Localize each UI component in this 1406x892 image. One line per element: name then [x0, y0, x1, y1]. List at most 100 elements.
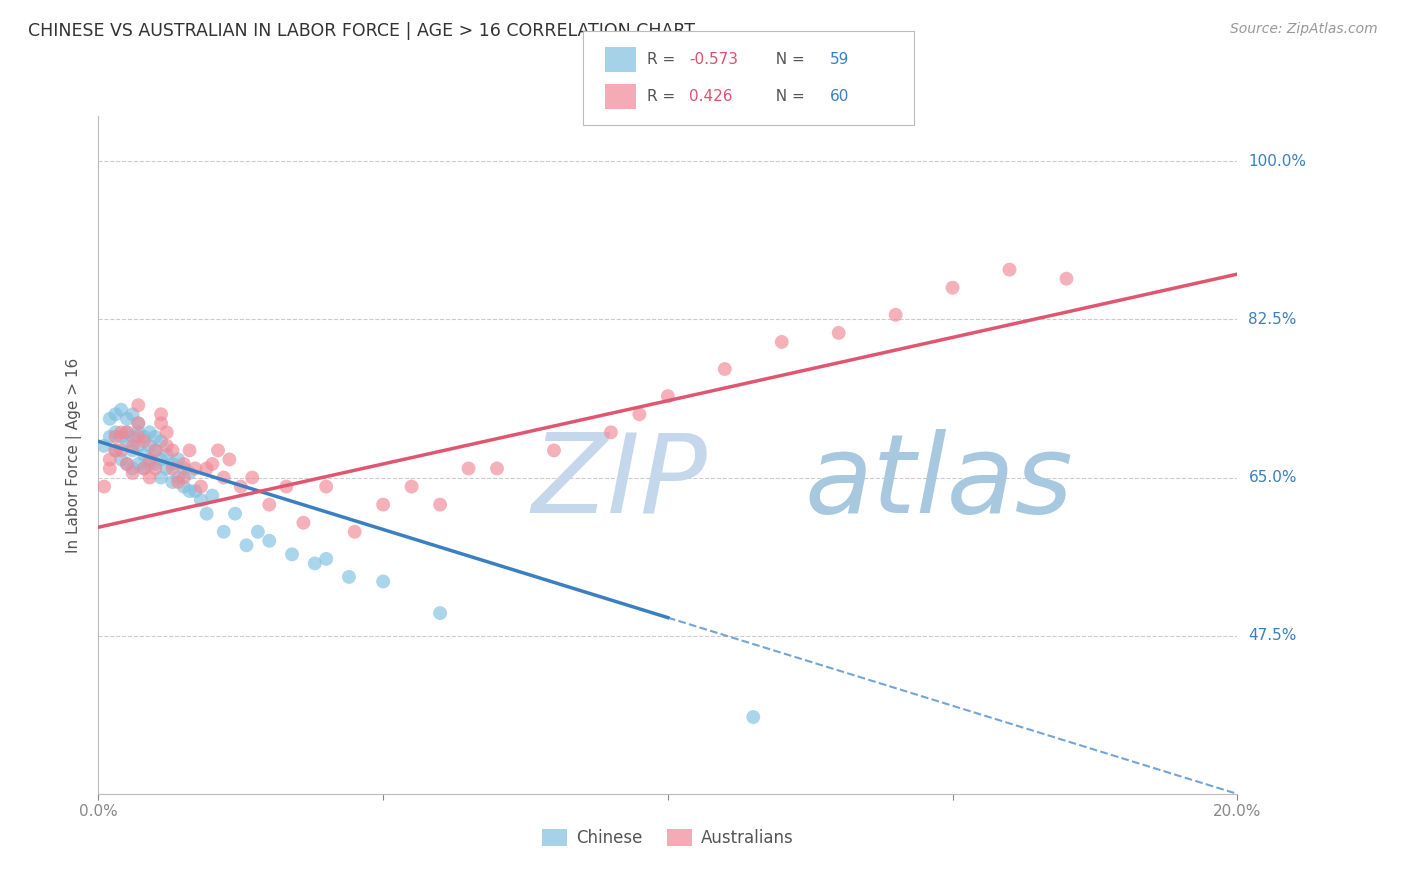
Point — [173, 461, 195, 475]
Point — [179, 443, 201, 458]
Point — [167, 452, 190, 467]
Point — [132, 434, 155, 449]
Point — [281, 547, 304, 561]
Point — [115, 434, 138, 449]
Point — [486, 461, 509, 475]
Point — [195, 461, 218, 475]
Point — [276, 479, 298, 493]
Text: atlas: atlas — [804, 428, 1073, 535]
Point — [373, 574, 395, 589]
Point — [212, 524, 235, 539]
Point — [127, 398, 149, 412]
Point — [190, 479, 212, 493]
Text: ZIP: ZIP — [531, 428, 707, 535]
Point — [132, 461, 155, 475]
Text: 100.0%: 100.0% — [1249, 153, 1306, 169]
Point — [138, 457, 160, 471]
Point — [657, 389, 679, 403]
Text: 0.426: 0.426 — [689, 89, 733, 104]
Point — [132, 448, 155, 462]
Point — [998, 262, 1021, 277]
Point — [195, 507, 218, 521]
Y-axis label: In Labor Force | Age > 16: In Labor Force | Age > 16 — [66, 358, 83, 552]
Point — [429, 606, 451, 620]
Point — [218, 452, 240, 467]
Point — [162, 461, 184, 475]
Point — [115, 457, 138, 471]
Point — [138, 425, 160, 440]
Point — [127, 439, 149, 453]
Point — [110, 452, 132, 467]
Point — [212, 470, 235, 484]
Point — [121, 466, 143, 480]
Text: Source: ZipAtlas.com: Source: ZipAtlas.com — [1230, 22, 1378, 37]
Point — [115, 425, 138, 440]
Point — [162, 457, 184, 471]
Point — [343, 524, 366, 539]
Point — [201, 457, 224, 471]
Text: N =: N = — [766, 52, 810, 67]
Point — [828, 326, 851, 340]
Point — [115, 425, 138, 440]
Point — [150, 470, 173, 484]
Point — [127, 425, 149, 440]
Point — [742, 710, 765, 724]
Point — [93, 479, 115, 493]
Point — [942, 281, 965, 295]
Point — [543, 443, 565, 458]
Point — [628, 407, 651, 421]
Text: -0.573: -0.573 — [689, 52, 738, 67]
Point — [162, 475, 184, 489]
Point — [132, 461, 155, 475]
Point — [156, 425, 179, 440]
Point — [98, 411, 121, 425]
Point — [145, 461, 167, 475]
Point — [104, 443, 127, 458]
Point — [104, 407, 127, 421]
Point — [138, 470, 160, 484]
Point — [93, 439, 115, 453]
Point — [110, 402, 132, 417]
Point — [714, 362, 737, 376]
Point — [173, 457, 195, 471]
Point — [98, 452, 121, 467]
Point — [229, 479, 252, 493]
Point — [110, 430, 132, 444]
Point — [259, 498, 281, 512]
Point — [304, 557, 326, 571]
Point — [145, 443, 167, 458]
Point — [127, 457, 149, 471]
Point — [884, 308, 907, 322]
Point — [337, 570, 360, 584]
Point — [138, 439, 160, 453]
Point — [315, 552, 337, 566]
Point — [127, 430, 149, 444]
Point — [104, 430, 127, 444]
Point — [259, 533, 281, 548]
Point — [167, 470, 190, 484]
Point — [104, 443, 127, 458]
Text: R =: R = — [647, 89, 685, 104]
Point — [373, 498, 395, 512]
Point — [240, 470, 263, 484]
Point — [184, 484, 207, 499]
Point — [162, 443, 184, 458]
Point — [207, 443, 229, 458]
Point — [115, 411, 138, 425]
Text: R =: R = — [647, 52, 681, 67]
Point — [150, 434, 173, 449]
Point — [173, 479, 195, 493]
Point — [190, 493, 212, 508]
Text: 47.5%: 47.5% — [1249, 628, 1296, 643]
Point — [179, 466, 201, 480]
Point — [156, 439, 179, 453]
Text: N =: N = — [766, 89, 810, 104]
Point — [132, 430, 155, 444]
Point — [150, 407, 173, 421]
Point — [201, 489, 224, 503]
Point — [121, 430, 143, 444]
Point — [121, 407, 143, 421]
Point — [600, 425, 623, 440]
Point — [184, 461, 207, 475]
Point — [127, 417, 149, 431]
